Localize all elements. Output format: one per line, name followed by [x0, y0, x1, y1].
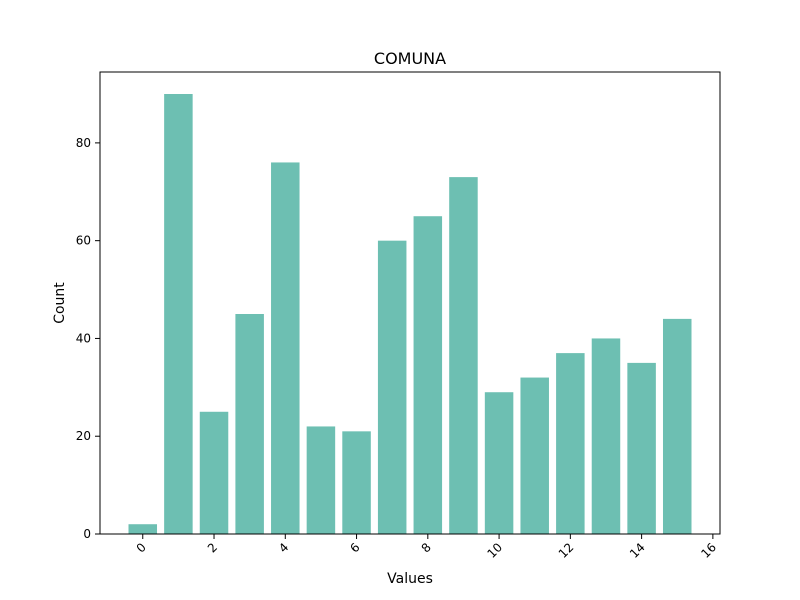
- bar-7: [377, 240, 407, 534]
- bar-13: [591, 338, 621, 534]
- bar-12: [556, 353, 585, 534]
- y-tick-label: 80: [76, 136, 91, 150]
- bar-3: [235, 314, 264, 534]
- bar-1: [164, 94, 193, 534]
- x-axis-label: Values: [387, 571, 433, 587]
- bar-9: [449, 177, 478, 534]
- y-tick-label: 60: [76, 234, 91, 248]
- y-axis-ticks: 0 20 40 60 80: [76, 136, 100, 541]
- plot-frame: [99, 71, 721, 535]
- y-tick-label: 0: [83, 527, 91, 541]
- y-tick-label: 20: [76, 429, 91, 443]
- chart-title: COMUNA: [374, 49, 446, 68]
- bar-14: [627, 362, 656, 534]
- bar-4: [271, 162, 300, 534]
- bar-10: [484, 392, 514, 534]
- bars-group: [128, 94, 692, 534]
- bar-2: [199, 411, 229, 534]
- y-tick-label: 40: [76, 331, 91, 345]
- bar-8: [413, 216, 443, 534]
- bar-11: [520, 377, 549, 534]
- bar-6: [342, 431, 371, 534]
- y-axis-label: Count: [52, 282, 68, 324]
- bar-15: [662, 318, 692, 534]
- bar-0: [128, 524, 158, 534]
- bar-5: [306, 426, 336, 534]
